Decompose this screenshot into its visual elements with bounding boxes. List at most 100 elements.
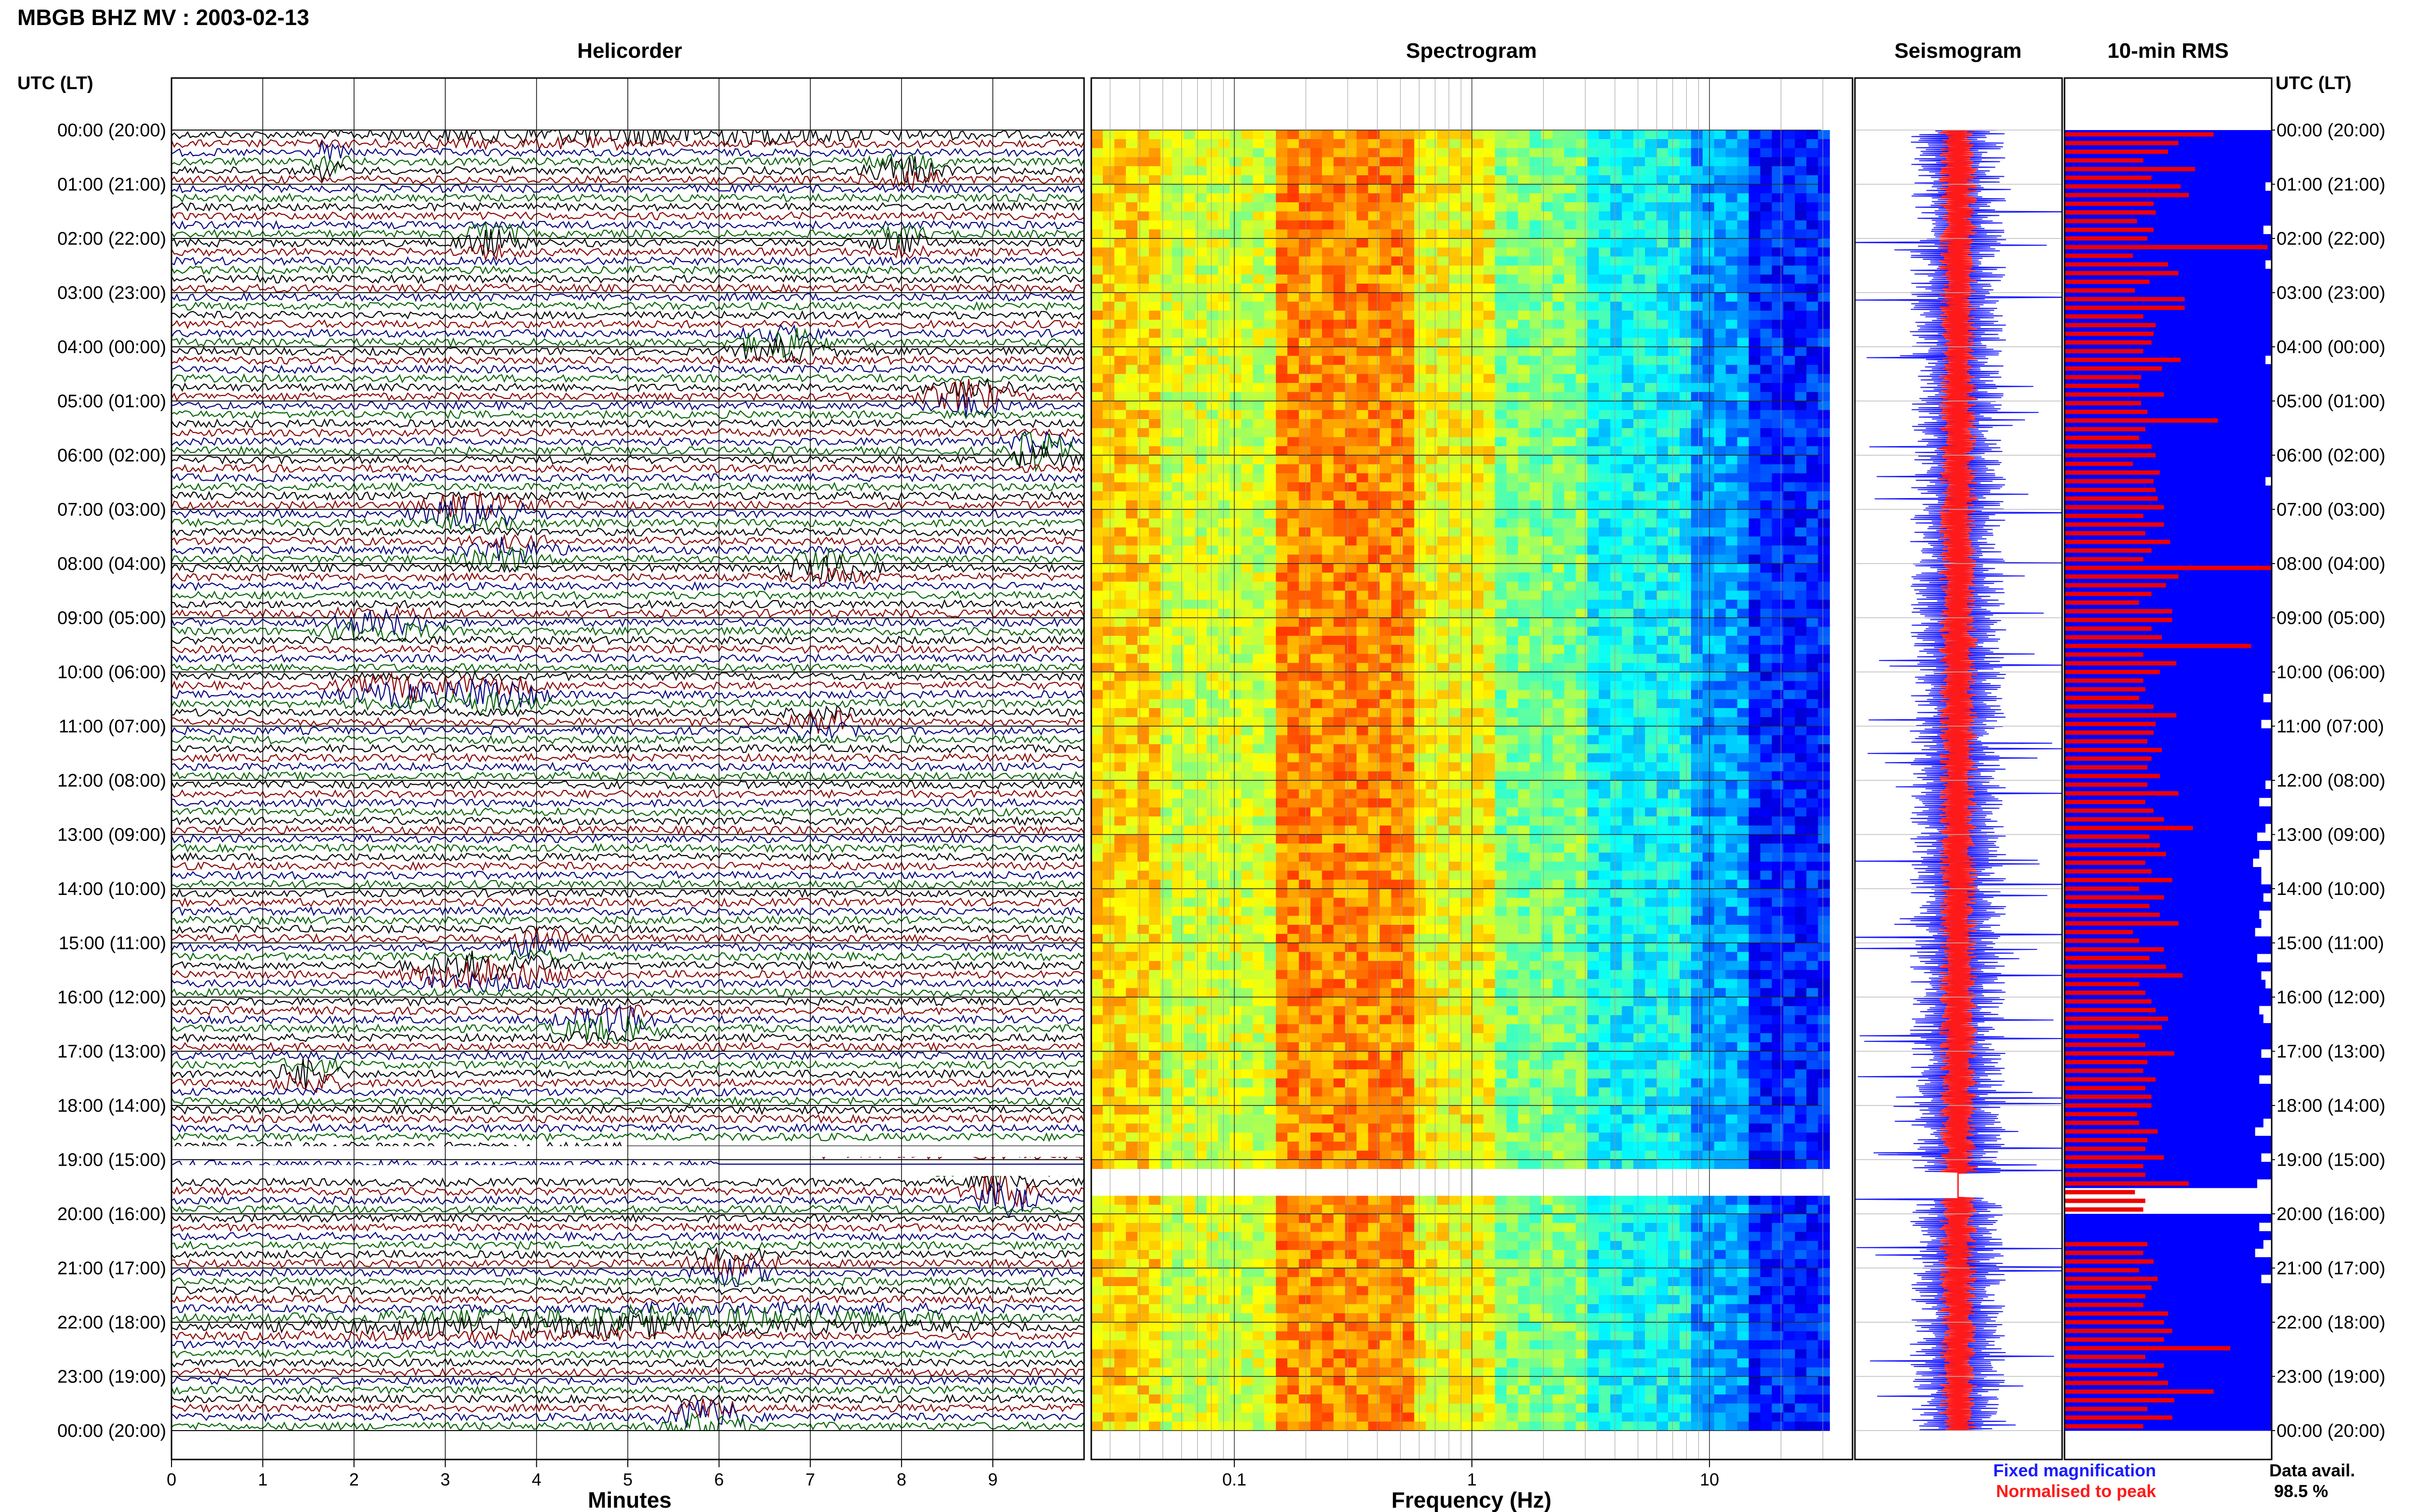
spectrogram-cell	[1391, 482, 1403, 492]
spectrogram-cell	[1460, 608, 1472, 618]
spectrogram-cell	[1645, 608, 1657, 618]
spectrogram-cell	[1495, 392, 1507, 402]
spectrogram-cell	[1772, 726, 1784, 736]
spectrogram-cell	[1725, 672, 1738, 682]
spectrogram-cell	[1645, 735, 1657, 745]
spectrogram-cell	[1714, 229, 1726, 239]
spectrogram-cell	[1645, 789, 1657, 799]
spectrogram-cell	[1622, 464, 1634, 474]
spectrogram-cell	[1529, 166, 1542, 176]
spectrogram-cell	[1610, 608, 1622, 618]
spectrogram-cell	[1483, 762, 1496, 772]
spectrogram-cell	[1691, 347, 1703, 356]
spectrogram-cell	[1472, 636, 1484, 645]
spectrogram-cell	[1599, 762, 1611, 772]
spectrogram-cell	[1714, 437, 1726, 447]
spectrogram-cell	[1149, 509, 1161, 519]
spectrogram-cell	[1137, 437, 1150, 447]
spectrogram-cell	[1564, 798, 1576, 808]
spectrogram-cell	[1264, 627, 1276, 636]
spectrogram-cell	[1230, 392, 1242, 402]
spectrogram-cell	[1518, 247, 1530, 257]
spectrogram-cell	[1760, 437, 1773, 447]
spectrogram-cell	[1725, 663, 1738, 672]
spectrogram-cell	[1495, 591, 1507, 600]
spectrogram-cell	[1391, 347, 1403, 356]
spectrogram-cell	[1391, 600, 1403, 609]
spectrogram-cell	[1552, 464, 1565, 474]
spectrogram-cell	[1253, 663, 1265, 672]
spectrogram-cell	[1403, 708, 1415, 718]
spectrogram-cell	[1333, 392, 1346, 402]
spectrogram-cell	[1391, 139, 1403, 149]
spectrogram-cell	[1183, 482, 1196, 492]
spectrogram-cell	[1633, 717, 1645, 727]
spectrogram-cell	[1195, 753, 1207, 763]
spectrogram-cell	[1183, 780, 1196, 790]
spectrogram-cell	[1783, 654, 1796, 663]
spectrogram-cell	[1322, 283, 1334, 293]
spectrogram-cell	[1183, 663, 1196, 672]
spectrogram-cell	[1368, 554, 1380, 564]
spectrogram-cell	[1633, 473, 1645, 483]
spectrogram-cell	[1622, 708, 1634, 718]
spectrogram-cell	[1264, 591, 1276, 600]
spectrogram-cell	[1253, 482, 1265, 492]
spectrogram-cell	[1322, 482, 1334, 492]
spectrogram-cell	[1345, 771, 1357, 781]
spectrogram-cell	[1206, 455, 1219, 465]
spectrogram-cell	[1172, 329, 1184, 338]
spectrogram-cell	[1241, 302, 1253, 311]
spectrogram-cell	[1622, 672, 1634, 682]
spectrogram-cell	[1195, 275, 1207, 284]
spectrogram-cell	[1483, 455, 1496, 465]
spectrogram-cell	[1783, 130, 1796, 140]
spectrogram-cell	[1587, 663, 1600, 672]
spectrogram-cell	[1264, 572, 1276, 582]
spectrogram-cell	[1172, 644, 1184, 655]
spectrogram-cell	[1114, 608, 1126, 618]
spectrogram-cell	[1460, 735, 1472, 745]
spectrogram-cell	[1495, 780, 1507, 790]
spectrogram-cell	[1449, 473, 1461, 483]
spectrogram-cell	[1818, 338, 1830, 347]
spectrogram-cell	[1645, 247, 1657, 257]
spectrogram-cell	[1183, 193, 1196, 203]
spectrogram-cell	[1368, 491, 1380, 501]
spectrogram-cell	[1806, 798, 1818, 808]
spectrogram-cell	[1195, 311, 1207, 320]
spectrogram-cell	[1426, 275, 1438, 284]
spectrogram-cell	[1714, 564, 1726, 573]
spectrogram-cell	[1149, 771, 1161, 781]
spectrogram-cell	[1714, 311, 1726, 320]
spectrogram-cell	[1356, 347, 1369, 356]
spectrogram-cell	[1183, 148, 1196, 158]
spectrogram-cell	[1737, 762, 1749, 772]
spectrogram-cell	[1125, 283, 1138, 293]
spectrogram-cell	[1114, 392, 1126, 402]
spectrogram-cell	[1426, 166, 1438, 176]
spectrogram-cell	[1172, 256, 1184, 266]
spectrogram-cell	[1552, 392, 1565, 402]
spectrogram-cell	[1264, 229, 1276, 239]
spectrogram-cell	[1414, 717, 1426, 727]
spectrogram-cell	[1506, 319, 1519, 329]
spectrogram-cell	[1680, 247, 1692, 257]
spectrogram-cell	[1356, 789, 1369, 799]
spectrogram-cell	[1702, 681, 1715, 691]
spectrogram-cell	[1518, 365, 1530, 374]
spectrogram-cell	[1552, 338, 1565, 347]
spectrogram-cell	[1748, 211, 1761, 221]
spectrogram-cell	[1160, 238, 1173, 248]
spectrogram-cell	[1253, 211, 1265, 221]
spectrogram-cell	[1276, 735, 1288, 745]
spectrogram-cell	[1680, 283, 1692, 293]
spectrogram-cell	[1149, 437, 1161, 447]
spectrogram-cell	[1760, 419, 1773, 429]
spectrogram-cell	[1426, 627, 1438, 636]
spectrogram-cell	[1437, 175, 1449, 185]
spectrogram-cell	[1230, 744, 1242, 754]
spectrogram-cell	[1091, 518, 1103, 528]
spectrogram-cell	[1472, 536, 1484, 546]
spectrogram-cell	[1541, 193, 1553, 203]
